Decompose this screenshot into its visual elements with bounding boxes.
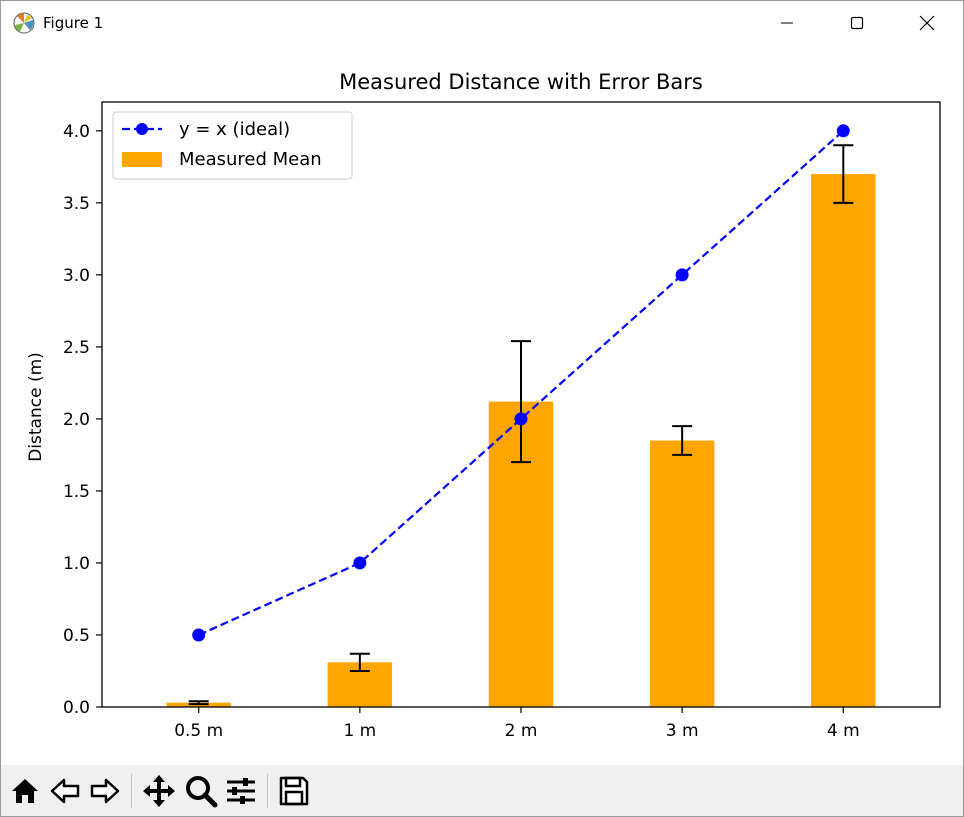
save-button[interactable] (276, 773, 312, 809)
y-tick-label: 3.0 (63, 266, 90, 286)
legend-bar-swatch (122, 152, 162, 167)
home-icon (12, 779, 38, 803)
ideal-line-point (192, 628, 206, 642)
close-icon (919, 15, 935, 31)
legend-label-measured: Measured Mean (179, 149, 322, 170)
axes-layer: 0.0 0.5 1.0 1.5 2.0 2.5 3.0 3.5 4.0 0.5 m 1 m 2 m 3 … (63, 101, 941, 741)
pan-button[interactable] (141, 773, 177, 809)
pan-icon (143, 775, 175, 807)
bar-measured-mean (811, 174, 876, 707)
y-tick-label: 3.5 (63, 194, 90, 214)
back-icon (50, 778, 80, 804)
bar-measured-mean (649, 440, 715, 707)
y-tick-label: 4.0 (63, 122, 90, 142)
y-tick-label: 2.0 (63, 410, 90, 430)
navigation-toolbar (1, 765, 963, 816)
toolbar-separator (267, 774, 268, 808)
zoom-button[interactable] (183, 773, 219, 809)
maximize-icon (850, 16, 864, 30)
home-button[interactable] (7, 773, 43, 809)
error-bars-layer (188, 144, 854, 706)
save-icon (279, 776, 309, 806)
ideal-line-point (514, 412, 528, 426)
y-tick-label: 0.0 (63, 698, 90, 718)
y-tick-label: 1.0 (63, 554, 90, 574)
legend-label-ideal: y = x (ideal) (179, 119, 290, 140)
x-tick-label: 3 m (666, 721, 699, 741)
legend-box (112, 111, 353, 180)
ideal-line-point (353, 556, 367, 570)
window-title: Figure 1 (43, 14, 104, 32)
bars-layer (166, 174, 876, 707)
chart-title: Measured Distance with Error Bars (339, 70, 703, 94)
x-tick-label: 1 m (343, 721, 376, 741)
x-tick-label: 0.5 m (174, 721, 223, 741)
ideal-line-point (675, 268, 689, 282)
y-tick-label: 2.5 (63, 338, 90, 358)
ideal-line-point (836, 124, 850, 138)
minimize-button[interactable] (751, 1, 823, 45)
y-axis-label: Distance (m) (26, 352, 46, 462)
forward-button[interactable] (87, 773, 123, 809)
configure-subplots-button[interactable] (223, 773, 259, 809)
close-button[interactable] (891, 1, 963, 45)
matplotlib-logo-icon (13, 12, 35, 34)
legend-line-marker (136, 123, 148, 135)
minimize-icon (781, 22, 793, 24)
y-tick-label: 0.5 (63, 626, 90, 646)
x-tick-label: 2 m (505, 721, 538, 741)
zoom-icon (186, 776, 218, 808)
title-bar: Figure 1 (1, 1, 963, 45)
legend: y = x (ideal) Measured Mean (112, 111, 353, 180)
plot-area: Measured Distance with Error Bars Distan… (1, 45, 963, 765)
configure-icon (227, 778, 255, 804)
chart: Measured Distance with Error Bars Distan… (26, 70, 941, 741)
ideal-line-layer (192, 124, 850, 642)
y-tick-label: 1.5 (63, 482, 90, 502)
toolbar-separator (131, 774, 132, 808)
maximize-button[interactable] (821, 1, 893, 45)
forward-icon (90, 778, 120, 804)
back-button[interactable] (47, 773, 83, 809)
x-tick-label: 4 m (827, 721, 860, 741)
